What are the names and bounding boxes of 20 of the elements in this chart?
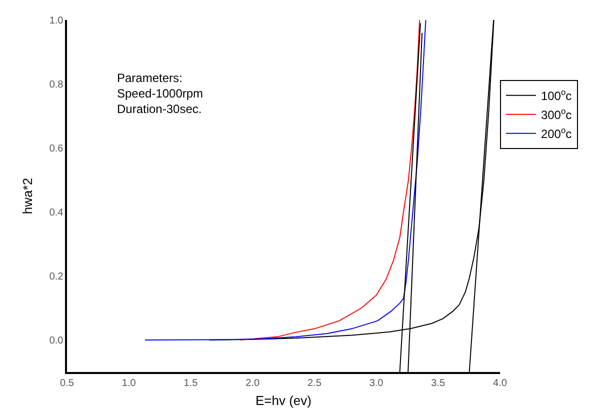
y-tick-label: 0.4 bbox=[49, 208, 64, 218]
x-tick-label: 3.5 bbox=[431, 378, 446, 389]
x-tick-label: 4.0 bbox=[493, 378, 508, 389]
x-tick-label: 2.0 bbox=[246, 378, 260, 389]
y-tick-label: 0.0 bbox=[49, 336, 64, 346]
y-tick-label: 0.8 bbox=[49, 80, 64, 90]
legend-label: 100$^{o}$c bbox=[540, 86, 572, 104]
y-tick-label: 0.2 bbox=[49, 272, 64, 282]
annotation: Parameters: Speed-1000rpm Duration-30sec. bbox=[117, 71, 204, 116]
x-tick-label: 3.0 bbox=[369, 378, 384, 389]
x-tick-label: 1.5 bbox=[184, 378, 198, 389]
legend-label: 300$^{o}$c bbox=[540, 106, 572, 122]
y-tick-label: 0.6 bbox=[49, 144, 64, 154]
legend-label: 200$^{o}$c bbox=[540, 124, 572, 142]
x-tick-label: 2.5 bbox=[307, 378, 322, 389]
x-tick-label: 0.5 bbox=[60, 378, 74, 389]
y-axis-title: hwa*2 bbox=[20, 178, 35, 214]
x-tick-label: 1.0 bbox=[122, 378, 136, 389]
x-axis-title: E=hv (ev) bbox=[256, 392, 312, 408]
y-tick-label: 1.0 bbox=[49, 16, 64, 26]
